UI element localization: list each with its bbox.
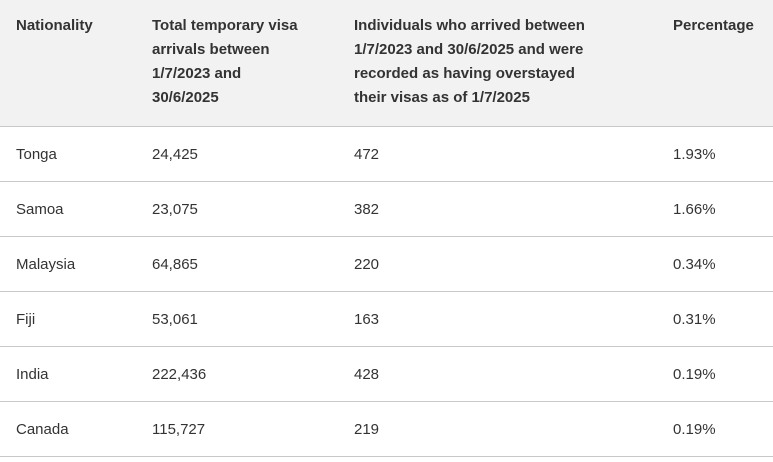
table-cell: 428 — [338, 346, 657, 402]
table-cell: 222,436 — [136, 346, 338, 402]
header-cell: Percentage — [657, 0, 773, 127]
table-cell: 0.34% — [657, 236, 773, 292]
table-cell: Samoa — [0, 181, 136, 237]
table-row: Samoa 23,075 382 1.66% — [0, 181, 773, 237]
table-cell: 163 — [338, 291, 657, 347]
table-cell: 472 — [338, 126, 657, 182]
table-row: India 222,436 428 0.19% — [0, 346, 773, 402]
header-row: Nationality Total temporary visa arrivals… — [0, 0, 773, 127]
table-cell: 1.66% — [657, 181, 773, 237]
table-cell: 0.19% — [657, 401, 773, 457]
table-row: Malaysia 64,865 220 0.34% — [0, 236, 773, 292]
header-cell: Nationality — [0, 0, 136, 127]
table-cell: 115,727 — [136, 401, 338, 457]
table-cell: India — [0, 346, 136, 402]
table-row: Tonga 24,425 472 1.93% — [0, 126, 773, 182]
table-cell: 0.19% — [657, 346, 773, 402]
table-cell: 24,425 — [136, 126, 338, 182]
table-cell: 53,061 — [136, 291, 338, 347]
table-row: Canada 115,727 219 0.19% — [0, 401, 773, 457]
table-cell: Fiji — [0, 291, 136, 347]
table-cell: 0.31% — [657, 291, 773, 347]
table-cell: 382 — [338, 181, 657, 237]
table-cell: Malaysia — [0, 236, 136, 292]
table-cell: Canada — [0, 401, 136, 457]
table-cell: 219 — [338, 401, 657, 457]
table-cell: 64,865 — [136, 236, 338, 292]
table-cell: 220 — [338, 236, 657, 292]
header-cell: Total temporary visa arrivals between 1/… — [136, 0, 338, 127]
table-cell: 1.93% — [657, 126, 773, 182]
table-body: Tonga 24,425 472 1.93% Samoa 23,075 382 1.66% Ma… — [0, 126, 773, 457]
table-row: Fiji 53,061 163 0.31% — [0, 291, 773, 347]
table-cell: Tonga — [0, 126, 136, 182]
table-cell: 23,075 — [136, 181, 338, 237]
header-cell: Individuals who arrived between 1/7/2023… — [338, 0, 657, 127]
